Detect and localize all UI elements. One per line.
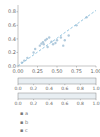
- x-axis: [18, 66, 96, 67]
- x-tick-label: 0.25: [32, 68, 43, 74]
- point: [34, 48, 36, 50]
- trend-line: [18, 10, 96, 66]
- data-layer: [18, 10, 96, 66]
- y-tick: [17, 25, 19, 26]
- annotation: ▪ c: [20, 127, 28, 133]
- x-tick-label: 0.4: [46, 101, 53, 106]
- point: [46, 38, 48, 40]
- annotation: ▪ b: [20, 119, 28, 125]
- point: [62, 44, 64, 46]
- annotation: ▪ a: [20, 110, 28, 116]
- y-tick: [17, 38, 19, 39]
- y-tick-label: 0.4: [8, 36, 16, 42]
- y-tick-label: 0.0: [8, 63, 16, 69]
- x-tick-label: 0.50: [51, 68, 62, 74]
- point: [26, 57, 28, 59]
- x-tick-label: 0.6: [61, 101, 68, 106]
- x-tick-label: 0.8: [77, 101, 84, 106]
- x-tick-label: 1.00: [90, 68, 100, 74]
- point: [68, 34, 70, 36]
- point: [52, 43, 54, 45]
- x-tick-label: 0.2: [30, 86, 37, 91]
- x-tick-label: 0.4: [46, 86, 53, 91]
- y-tick-label: 0.2: [8, 49, 16, 55]
- point: [32, 51, 34, 53]
- strip-frame: [18, 93, 96, 99]
- y-tick-label: 0.6: [8, 22, 16, 28]
- scatter-plot: 0.000.250.500.751.000.00.20.40.60.8: [8, 5, 100, 74]
- strip-axis: 0.0 0.2 0.4 0.6 0.8 1.0: [14, 78, 99, 91]
- point: [64, 39, 66, 41]
- x-tick-label: 0.0: [14, 86, 21, 91]
- point: [46, 46, 48, 48]
- point: [60, 36, 62, 38]
- y-axis: [18, 5, 19, 66]
- point: [48, 36, 50, 38]
- point: [54, 42, 56, 44]
- x-tick-label: 0.6: [61, 86, 68, 91]
- y-tick: [17, 11, 19, 12]
- point: [39, 44, 41, 46]
- x-tick-label: 1.0: [92, 86, 99, 91]
- strip-axis: 0.0 0.2 0.4 0.6 0.8 1.0: [14, 93, 99, 106]
- x-tick-label: 0.0: [14, 101, 21, 106]
- x-tick-label: 0.2: [30, 101, 37, 106]
- point: [43, 43, 45, 45]
- chart: 0.000.250.500.751.000.00.20.40.60.8▪ a▪ …: [0, 0, 100, 137]
- x-tick-label: 1.0: [92, 101, 99, 106]
- y-tick-label: 0.8: [8, 8, 16, 14]
- x-tick-label: 0.75: [71, 68, 82, 74]
- x-tick-label: 0.8: [77, 86, 84, 91]
- strip-frame: [18, 78, 96, 84]
- point: [56, 39, 58, 41]
- y-tick: [17, 52, 19, 53]
- y-tick: [17, 66, 19, 67]
